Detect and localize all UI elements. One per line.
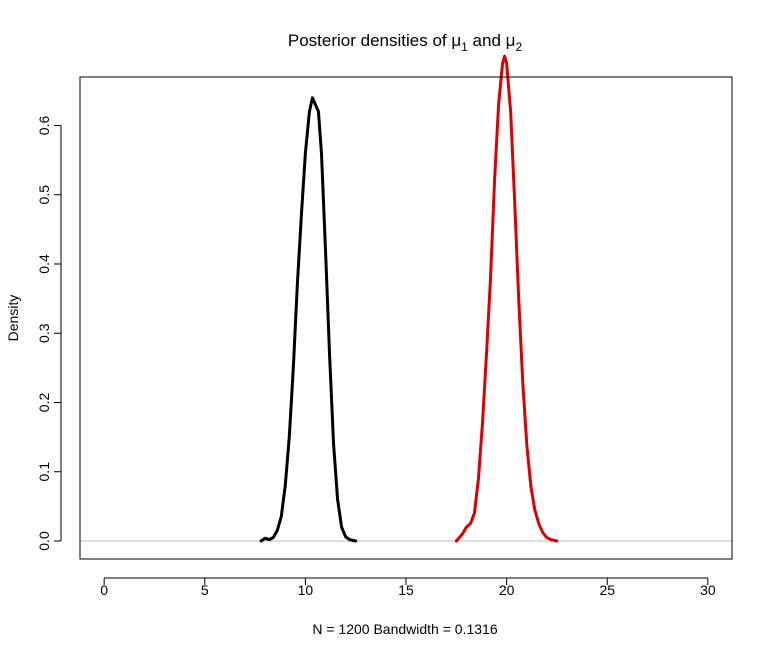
x-tick-label: 30 <box>700 582 716 598</box>
y-axis: 0.0 0.1 0.2 0.3 0.4 0.5 0.6 <box>36 116 62 551</box>
plot-frame <box>79 76 733 560</box>
title-sub1: 1 <box>461 40 468 54</box>
density-curve-2 <box>454 54 559 543</box>
title-mid: and <box>468 31 506 50</box>
y-tick-label: 0.5 <box>36 185 52 205</box>
y-tick-label: 0.2 <box>36 393 52 413</box>
y-axis-label: Density <box>5 295 21 342</box>
x-axis-label: N = 1200 Bandwidth = 0.1316 <box>312 621 497 637</box>
y-tick-label: 0.4 <box>36 254 52 274</box>
x-tick-label: 10 <box>298 582 314 598</box>
density-curve-1 <box>259 96 358 543</box>
y-tick-label: 0.3 <box>36 323 52 343</box>
title-mu2: μ <box>506 31 516 50</box>
x-tick-label: 0 <box>100 582 108 598</box>
y-tick-label: 0.1 <box>36 462 52 482</box>
x-tick-label: 25 <box>599 582 615 598</box>
title-prefix: Posterior densities of <box>288 31 451 50</box>
x-tick-label: 20 <box>499 582 515 598</box>
title-mu1: μ <box>451 31 461 50</box>
x-tick-label: 5 <box>201 582 209 598</box>
x-axis: 0 5 10 15 20 25 30 <box>100 577 716 598</box>
x-tick-label: 15 <box>398 582 414 598</box>
chart-title: Posterior densities of μ1 and μ2 <box>288 31 523 54</box>
title-sub2: 2 <box>515 40 522 54</box>
y-tick-label: 0.6 <box>36 116 52 136</box>
y-tick-label: 0.0 <box>36 531 52 551</box>
